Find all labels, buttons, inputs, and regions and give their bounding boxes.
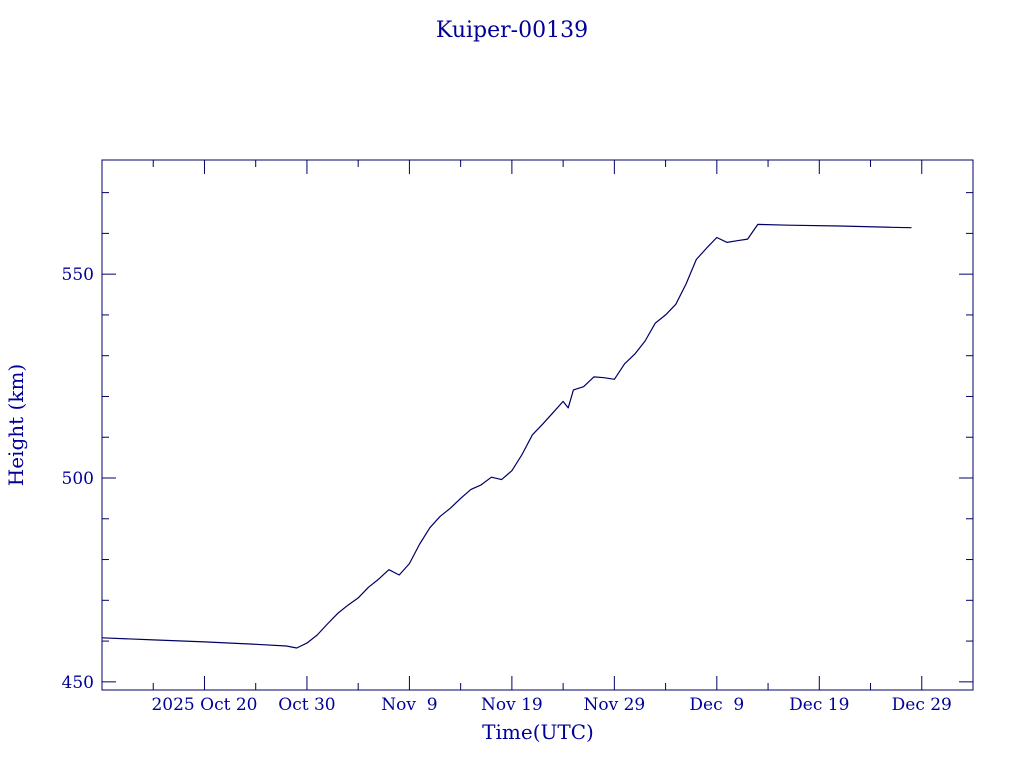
series-line: [101, 223, 912, 649]
chart-title: Kuiper-00139: [436, 18, 588, 43]
x-tick-label: Dec 9: [689, 695, 744, 715]
y-axis-ticks: 450 500 550: [62, 192, 973, 693]
series-layer: [101, 223, 912, 649]
y-tick-label: 500: [62, 469, 94, 489]
x-tick-label: Nov 19: [481, 695, 543, 715]
y-tick-label: 550: [62, 265, 94, 285]
x-tick-label: Oct 30: [278, 695, 335, 715]
x-tick-label: Nov 29: [583, 695, 645, 715]
x-tick-label: Dec 29: [892, 695, 952, 715]
x-tick-label: 2025 Oct 20: [151, 695, 257, 715]
x-axis-label: Time(UTC): [482, 720, 594, 744]
x-tick-label: Nov 9: [381, 695, 437, 715]
x-tick-label: Dec 19: [789, 695, 849, 715]
y-axis-label: Height (km): [4, 364, 28, 486]
y-tick-label: 450: [62, 673, 94, 693]
plot-frame: [101, 159, 974, 691]
x-axis-ticks: 2025 Oct 20 Oct 30 Nov 9 Nov 19 Nov 29 Dec 9 D…: [101, 160, 974, 715]
